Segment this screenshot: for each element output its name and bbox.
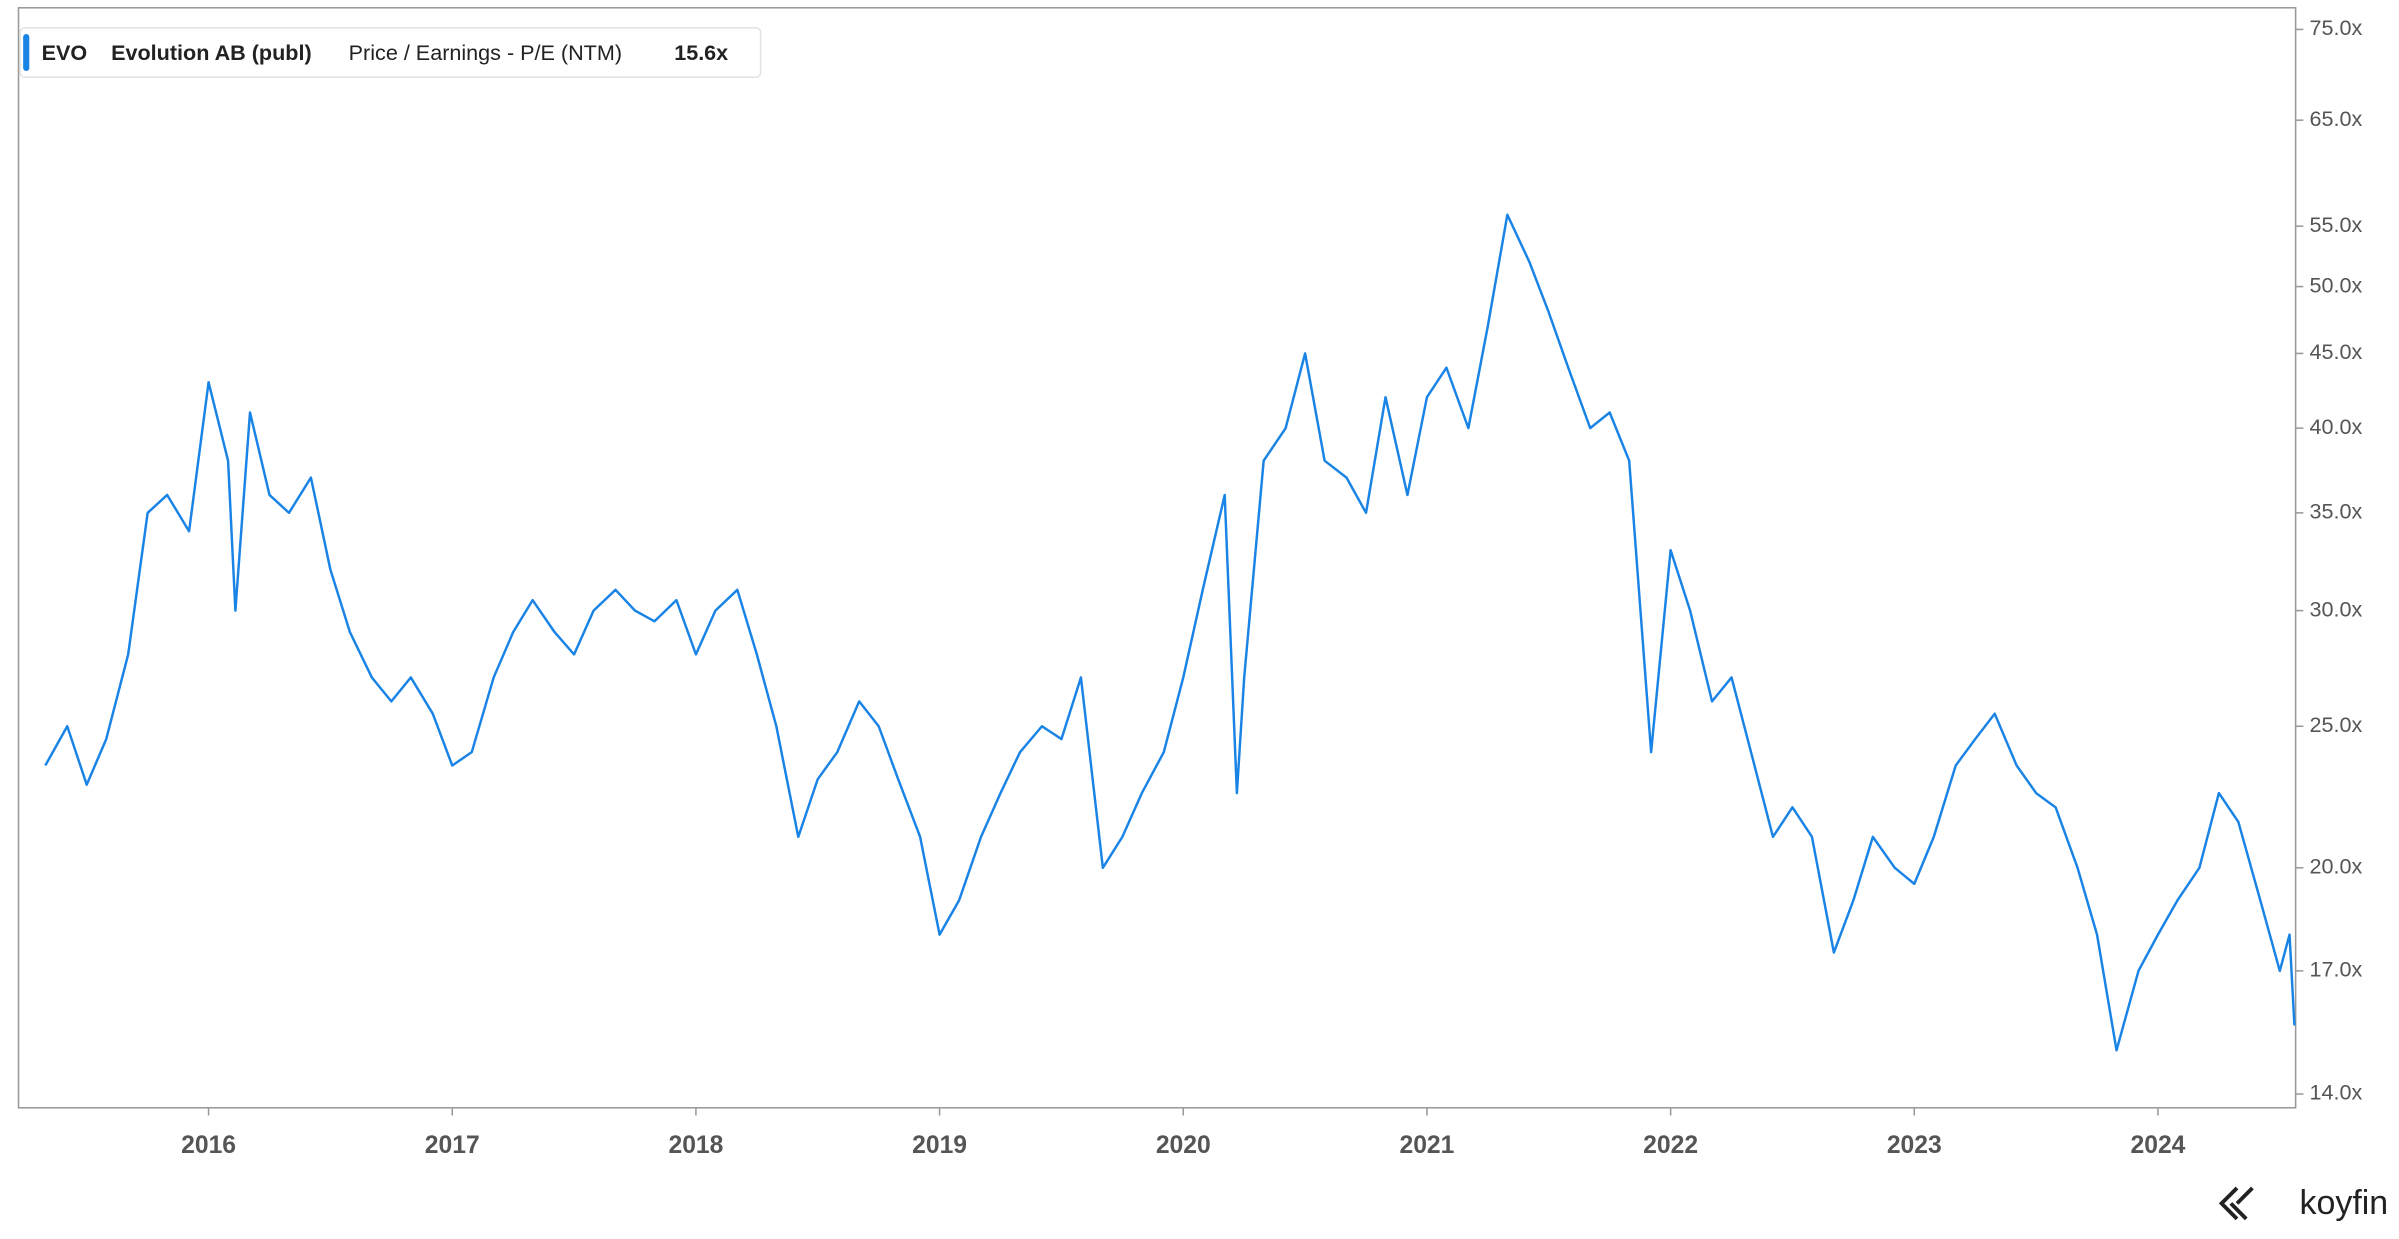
y-tick-label: 17.0x [2310,957,2363,982]
x-tick-label: 2021 [1399,1132,1454,1159]
legend-box: EVO Evolution AB (publ) Price / Earnings… [19,27,762,78]
logo-text: koyfin [2300,1184,2389,1222]
legend-swatch [23,34,30,72]
legend-ticker: EVO [42,40,88,65]
line-series [44,213,2296,1052]
x-tick-label: 2024 [2131,1132,2186,1159]
logo-icon [2218,1186,2254,1221]
x-tick-label: 2018 [668,1132,723,1159]
x-tick-label: 2017 [425,1132,480,1159]
plot-frame [17,7,2297,1109]
logo: koyfin [2218,1184,2389,1222]
y-tick-label: 20.0x [2310,854,2363,879]
legend-company: Evolution AB (publ) [111,40,312,65]
y-tick-label: 45.0x [2310,339,2363,364]
x-tick-label: 2019 [912,1132,967,1159]
legend-bg [19,27,762,78]
y-tick-label: 55.0x [2310,212,2363,237]
legend-last-value: 15.6x [674,40,728,65]
y-tick-label: 25.0x [2310,712,2363,737]
x-tick-label: 2016 [181,1132,236,1159]
y-tick-label: 75.0x [2310,15,2363,40]
x-tick-label: 2022 [1643,1132,1698,1159]
x-tick-label: 2020 [1156,1132,1211,1159]
y-tick-label: 30.0x [2310,596,2363,621]
y-tick-label: 14.0x [2310,1080,2363,1105]
y-tick-label: 35.0x [2310,499,2363,524]
x-tick-label: 2023 [1887,1132,1942,1159]
y-tick-label: 40.0x [2310,414,2363,439]
legend-metric: Price / Earnings - P/E (NTM) [349,40,622,65]
y-tick-label: 50.0x [2310,272,2363,297]
y-tick-label: 65.0x [2310,106,2363,131]
